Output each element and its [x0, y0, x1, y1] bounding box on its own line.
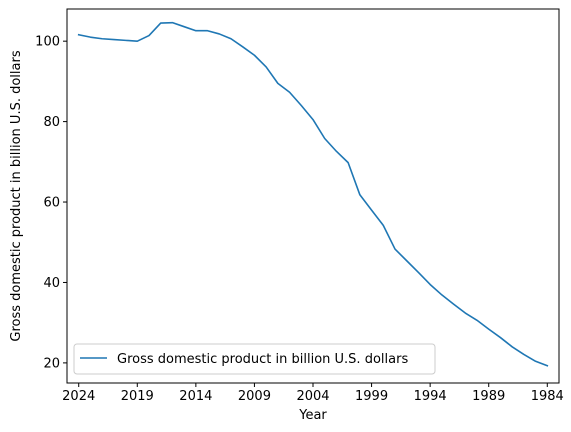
- y-tick-label-4: 100: [35, 35, 60, 50]
- y-tick-label-3: 80: [43, 115, 60, 130]
- legend: Gross domestic product in billion U.S. d…: [73, 343, 436, 375]
- x-tick-label-3: 2009: [238, 389, 271, 404]
- y-tick-label-1: 40: [43, 276, 60, 291]
- x-tick-label-4: 2004: [296, 389, 329, 404]
- legend-box: [73, 343, 436, 375]
- y-tick-label-2: 60: [43, 196, 60, 211]
- y-axis: 20 40 60 80 100: [35, 35, 67, 371]
- series-line-0: [77, 21, 549, 367]
- y-tick-label-0: 20: [43, 356, 60, 371]
- x-axis: 2024 2019 2014 2009 2004 1999 1994 1989 1984: [62, 383, 564, 404]
- x-tick-label-1: 2019: [121, 389, 154, 404]
- x-tick-label-0: 2024: [62, 389, 95, 404]
- x-axis-label: Year: [298, 408, 327, 423]
- x-tick-label-5: 1999: [355, 389, 388, 404]
- x-tick-label-8: 1984: [531, 389, 564, 404]
- x-tick-label-6: 1994: [414, 389, 447, 404]
- x-tick-label-2: 2014: [179, 389, 212, 404]
- x-tick-label-7: 1989: [472, 389, 505, 404]
- legend-label: Gross domestic product in billion U.S. d…: [117, 352, 408, 367]
- y-axis-label: Gross domestic product in billion U.S. d…: [9, 50, 24, 341]
